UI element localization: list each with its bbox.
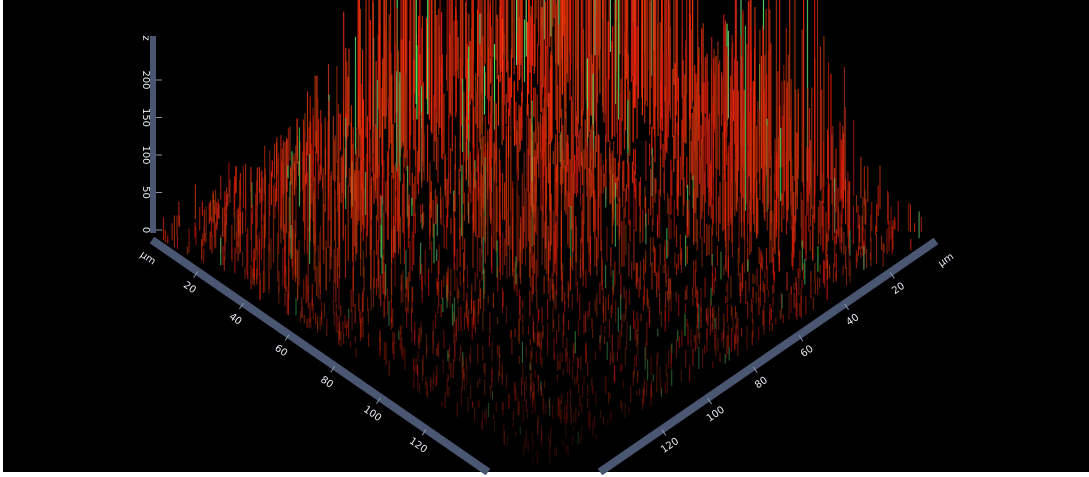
- z-tick-label: 150: [140, 108, 151, 127]
- z-tick-label: 50: [140, 186, 151, 199]
- z-axis-label: z: [140, 35, 151, 40]
- z-tick-label: 100: [140, 145, 151, 164]
- z-tick-label: 200: [140, 70, 151, 89]
- render-view: 050100150200zµm20406080100120µm204060801…: [0, 0, 1089, 477]
- z-tick-label: 0: [140, 227, 151, 233]
